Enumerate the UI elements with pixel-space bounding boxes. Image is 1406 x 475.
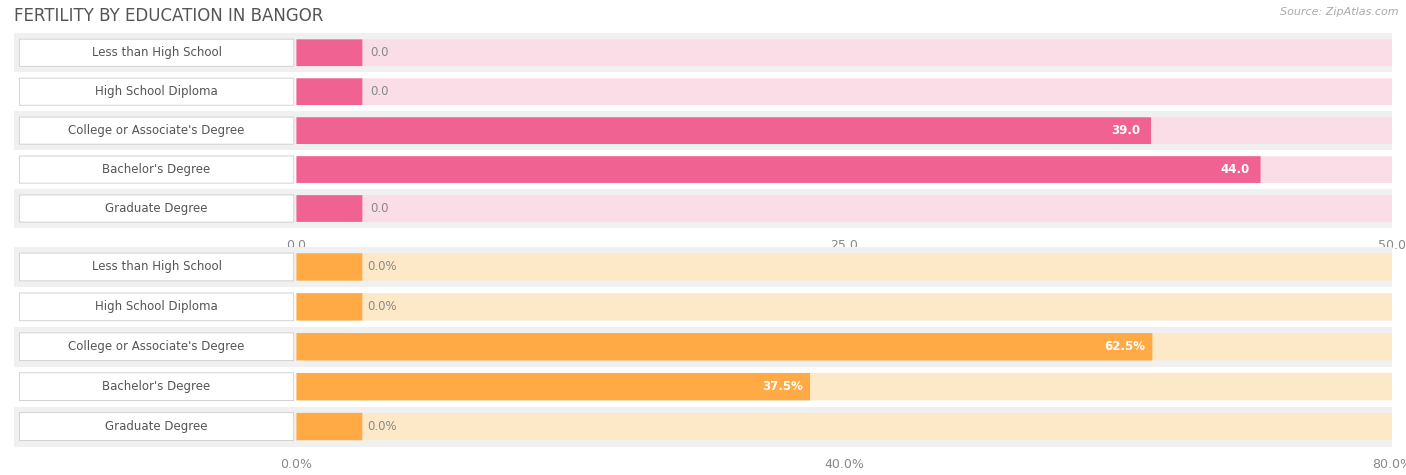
FancyBboxPatch shape <box>297 293 363 321</box>
Text: 39.0: 39.0 <box>1111 124 1140 137</box>
FancyBboxPatch shape <box>14 367 1392 407</box>
Text: Bachelor's Degree: Bachelor's Degree <box>103 380 211 393</box>
Text: Bachelor's Degree: Bachelor's Degree <box>103 163 211 176</box>
FancyBboxPatch shape <box>14 407 1392 446</box>
Text: 0.0: 0.0 <box>371 46 389 59</box>
Text: FERTILITY BY EDUCATION IN BANGOR: FERTILITY BY EDUCATION IN BANGOR <box>14 7 323 25</box>
FancyBboxPatch shape <box>297 253 363 281</box>
Text: 0.0%: 0.0% <box>367 300 396 314</box>
FancyBboxPatch shape <box>297 39 1392 66</box>
FancyBboxPatch shape <box>20 373 294 400</box>
FancyBboxPatch shape <box>297 413 1392 440</box>
Text: 62.5%: 62.5% <box>1105 340 1146 353</box>
FancyBboxPatch shape <box>297 78 363 105</box>
FancyBboxPatch shape <box>297 333 1392 361</box>
Text: 25.0: 25.0 <box>831 239 858 252</box>
FancyBboxPatch shape <box>20 195 294 222</box>
FancyBboxPatch shape <box>14 33 1392 72</box>
FancyBboxPatch shape <box>297 413 363 440</box>
FancyBboxPatch shape <box>297 373 1392 400</box>
FancyBboxPatch shape <box>297 253 1392 281</box>
FancyBboxPatch shape <box>14 111 1392 150</box>
FancyBboxPatch shape <box>20 333 294 361</box>
FancyBboxPatch shape <box>14 287 1392 327</box>
FancyBboxPatch shape <box>14 247 1392 287</box>
Text: 0.0: 0.0 <box>287 239 307 252</box>
FancyBboxPatch shape <box>297 333 1153 361</box>
Text: 40.0%: 40.0% <box>824 458 865 471</box>
FancyBboxPatch shape <box>20 39 294 66</box>
Text: 44.0: 44.0 <box>1220 163 1250 176</box>
Text: High School Diploma: High School Diploma <box>96 300 218 314</box>
Text: 0.0%: 0.0% <box>367 420 396 433</box>
FancyBboxPatch shape <box>297 373 810 400</box>
FancyBboxPatch shape <box>297 117 1152 144</box>
Text: College or Associate's Degree: College or Associate's Degree <box>69 124 245 137</box>
FancyBboxPatch shape <box>20 413 294 440</box>
FancyBboxPatch shape <box>14 189 1392 228</box>
FancyBboxPatch shape <box>297 195 1392 222</box>
Text: 37.5%: 37.5% <box>762 380 803 393</box>
FancyBboxPatch shape <box>20 117 294 144</box>
FancyBboxPatch shape <box>14 72 1392 111</box>
Text: 0.0: 0.0 <box>371 202 389 215</box>
Text: Less than High School: Less than High School <box>91 46 222 59</box>
Text: 80.0%: 80.0% <box>1372 458 1406 471</box>
FancyBboxPatch shape <box>297 39 363 66</box>
FancyBboxPatch shape <box>20 156 294 183</box>
FancyBboxPatch shape <box>20 78 294 105</box>
Text: Graduate Degree: Graduate Degree <box>105 202 208 215</box>
FancyBboxPatch shape <box>297 78 1392 105</box>
Text: 0.0%: 0.0% <box>367 260 396 274</box>
FancyBboxPatch shape <box>297 293 1392 321</box>
FancyBboxPatch shape <box>14 150 1392 189</box>
FancyBboxPatch shape <box>14 327 1392 367</box>
Text: College or Associate's Degree: College or Associate's Degree <box>69 340 245 353</box>
Text: High School Diploma: High School Diploma <box>96 85 218 98</box>
FancyBboxPatch shape <box>297 156 1261 183</box>
FancyBboxPatch shape <box>297 156 1392 183</box>
FancyBboxPatch shape <box>20 253 294 281</box>
Text: 0.0: 0.0 <box>371 85 389 98</box>
Text: Graduate Degree: Graduate Degree <box>105 420 208 433</box>
Text: Source: ZipAtlas.com: Source: ZipAtlas.com <box>1281 7 1399 17</box>
Text: 0.0%: 0.0% <box>281 458 312 471</box>
FancyBboxPatch shape <box>297 195 363 222</box>
FancyBboxPatch shape <box>297 117 1392 144</box>
Text: 50.0: 50.0 <box>1378 239 1406 252</box>
FancyBboxPatch shape <box>20 293 294 321</box>
Text: Less than High School: Less than High School <box>91 260 222 274</box>
